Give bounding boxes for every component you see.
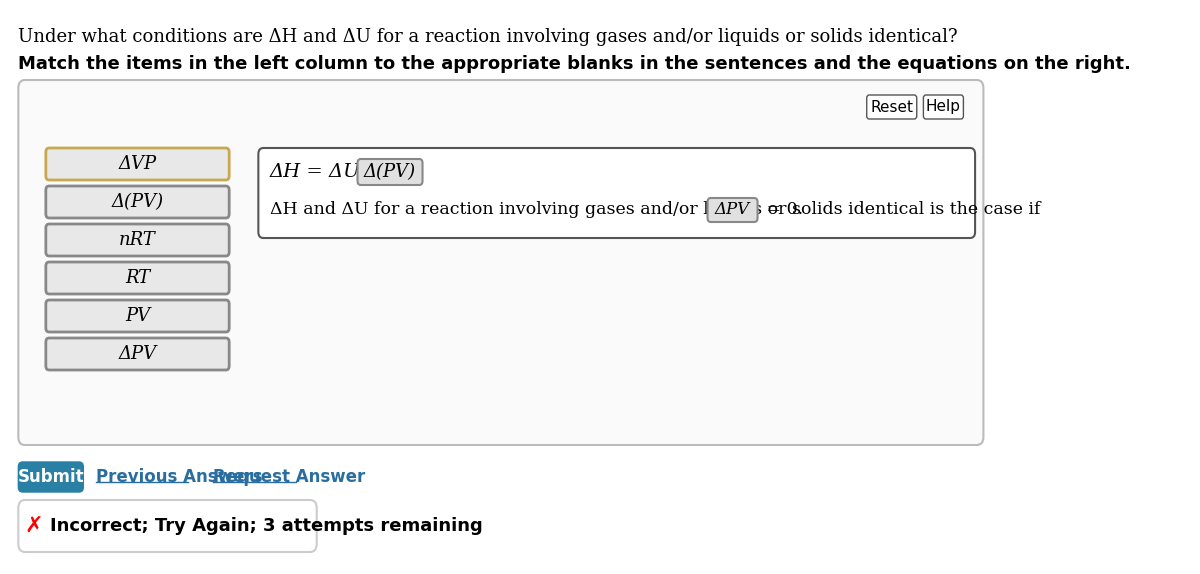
FancyBboxPatch shape <box>46 262 229 294</box>
Text: Match the items in the left column to the appropriate blanks in the sentences an: Match the items in the left column to th… <box>18 55 1132 73</box>
FancyBboxPatch shape <box>358 159 422 185</box>
FancyBboxPatch shape <box>46 224 229 256</box>
Text: = 0.: = 0. <box>761 201 803 219</box>
Text: Previous Answers: Previous Answers <box>96 468 263 486</box>
Text: Δ(PV): Δ(PV) <box>364 163 416 181</box>
Text: ΔVP: ΔVP <box>119 155 156 173</box>
FancyBboxPatch shape <box>18 462 83 492</box>
Text: PV: PV <box>125 307 150 325</box>
FancyBboxPatch shape <box>258 148 976 238</box>
Text: RT: RT <box>125 269 150 287</box>
Text: Request Answer: Request Answer <box>212 468 365 486</box>
Text: Incorrect; Try Again; 3 attempts remaining: Incorrect; Try Again; 3 attempts remaini… <box>50 517 482 535</box>
FancyBboxPatch shape <box>18 80 984 445</box>
Text: Δ(PV): Δ(PV) <box>112 193 163 211</box>
Text: ΔH and ΔU for a reaction involving gases and/or liquids or solids identical is t: ΔH and ΔU for a reaction involving gases… <box>270 201 1046 219</box>
FancyBboxPatch shape <box>46 148 229 180</box>
Text: Under what conditions are ΔH and ΔU for a reaction involving gases and/or liquid: Under what conditions are ΔH and ΔU for … <box>18 28 958 46</box>
FancyBboxPatch shape <box>46 300 229 332</box>
Text: ✗: ✗ <box>24 516 43 536</box>
Text: ΔH = ΔU +: ΔH = ΔU + <box>270 163 389 181</box>
Text: nRT: nRT <box>119 231 156 249</box>
FancyBboxPatch shape <box>924 95 964 119</box>
FancyBboxPatch shape <box>708 198 757 222</box>
Text: Help: Help <box>926 99 961 114</box>
FancyBboxPatch shape <box>866 95 917 119</box>
FancyBboxPatch shape <box>46 338 229 370</box>
FancyBboxPatch shape <box>46 186 229 218</box>
Text: Submit: Submit <box>18 468 84 486</box>
FancyBboxPatch shape <box>18 500 317 552</box>
Text: Reset: Reset <box>870 99 913 114</box>
Text: ΔPV: ΔPV <box>715 201 750 219</box>
Text: ΔPV: ΔPV <box>119 345 156 363</box>
